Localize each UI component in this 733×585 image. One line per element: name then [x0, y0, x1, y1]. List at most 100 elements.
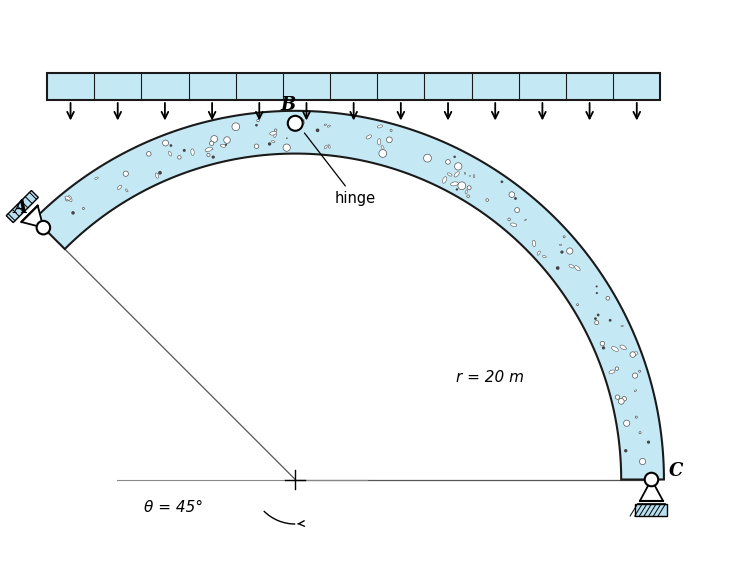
- Circle shape: [212, 156, 215, 159]
- Ellipse shape: [609, 370, 615, 374]
- Circle shape: [82, 208, 84, 209]
- Circle shape: [606, 297, 610, 300]
- Polygon shape: [636, 504, 668, 516]
- Circle shape: [501, 180, 504, 183]
- Circle shape: [514, 197, 517, 200]
- Circle shape: [596, 285, 597, 287]
- Circle shape: [288, 116, 303, 131]
- Circle shape: [211, 136, 218, 142]
- Circle shape: [636, 416, 638, 418]
- Circle shape: [560, 250, 564, 254]
- Circle shape: [169, 144, 172, 147]
- Circle shape: [210, 141, 214, 146]
- Circle shape: [254, 144, 259, 149]
- Circle shape: [567, 248, 573, 254]
- Ellipse shape: [474, 174, 475, 178]
- Circle shape: [563, 236, 565, 238]
- Text: r = 20 m: r = 20 m: [455, 370, 523, 384]
- Circle shape: [577, 304, 578, 306]
- Polygon shape: [34, 111, 664, 480]
- Text: C: C: [669, 462, 684, 480]
- Ellipse shape: [569, 264, 574, 268]
- Circle shape: [177, 156, 181, 159]
- Ellipse shape: [575, 266, 580, 271]
- Circle shape: [630, 352, 636, 357]
- Circle shape: [224, 137, 230, 143]
- Circle shape: [183, 149, 185, 152]
- Ellipse shape: [448, 173, 452, 176]
- Circle shape: [225, 144, 227, 146]
- Polygon shape: [21, 205, 43, 228]
- Ellipse shape: [191, 149, 194, 156]
- Circle shape: [454, 163, 462, 170]
- Circle shape: [615, 395, 619, 400]
- Ellipse shape: [274, 133, 276, 137]
- Polygon shape: [7, 191, 38, 223]
- Circle shape: [37, 221, 50, 235]
- Ellipse shape: [381, 146, 384, 150]
- Circle shape: [456, 188, 458, 191]
- Ellipse shape: [634, 390, 637, 392]
- Circle shape: [255, 124, 258, 126]
- Circle shape: [316, 129, 320, 132]
- Ellipse shape: [465, 190, 468, 194]
- Ellipse shape: [155, 173, 158, 178]
- Ellipse shape: [65, 196, 70, 200]
- Circle shape: [486, 199, 488, 201]
- Circle shape: [286, 137, 287, 139]
- Circle shape: [297, 118, 299, 121]
- Circle shape: [556, 266, 559, 270]
- Circle shape: [283, 144, 290, 152]
- Ellipse shape: [328, 125, 331, 127]
- Circle shape: [633, 373, 638, 378]
- Circle shape: [594, 321, 599, 325]
- Circle shape: [467, 185, 471, 190]
- Polygon shape: [47, 74, 660, 100]
- Circle shape: [624, 449, 627, 452]
- Circle shape: [454, 156, 456, 158]
- Ellipse shape: [225, 138, 229, 141]
- Ellipse shape: [324, 124, 327, 125]
- Ellipse shape: [525, 219, 526, 221]
- Circle shape: [622, 397, 627, 401]
- Circle shape: [615, 367, 619, 370]
- Circle shape: [639, 459, 646, 464]
- Ellipse shape: [169, 152, 172, 156]
- Circle shape: [65, 198, 69, 201]
- Circle shape: [594, 317, 597, 320]
- Circle shape: [600, 341, 605, 346]
- Ellipse shape: [532, 240, 536, 247]
- Ellipse shape: [221, 144, 226, 147]
- Text: A: A: [13, 199, 27, 217]
- Circle shape: [390, 129, 392, 132]
- Text: hinge: hinge: [304, 133, 375, 206]
- Circle shape: [71, 211, 75, 215]
- Circle shape: [624, 420, 630, 426]
- Circle shape: [645, 473, 658, 486]
- Ellipse shape: [631, 352, 638, 356]
- Circle shape: [295, 122, 299, 126]
- Circle shape: [467, 195, 469, 198]
- Ellipse shape: [95, 177, 98, 180]
- Circle shape: [379, 150, 387, 157]
- Ellipse shape: [443, 177, 446, 183]
- Ellipse shape: [559, 244, 561, 245]
- Text: B: B: [281, 95, 295, 113]
- Circle shape: [163, 140, 169, 146]
- Circle shape: [302, 119, 304, 121]
- Circle shape: [232, 123, 240, 130]
- Ellipse shape: [68, 196, 72, 202]
- Circle shape: [515, 208, 520, 212]
- Circle shape: [597, 314, 600, 316]
- Ellipse shape: [377, 139, 380, 145]
- Circle shape: [458, 182, 465, 190]
- Ellipse shape: [537, 251, 540, 255]
- Circle shape: [446, 160, 450, 164]
- Polygon shape: [640, 480, 663, 501]
- Ellipse shape: [271, 140, 275, 143]
- Circle shape: [206, 151, 207, 152]
- Circle shape: [619, 398, 624, 404]
- Ellipse shape: [542, 256, 546, 257]
- Circle shape: [602, 346, 605, 349]
- Ellipse shape: [298, 121, 305, 125]
